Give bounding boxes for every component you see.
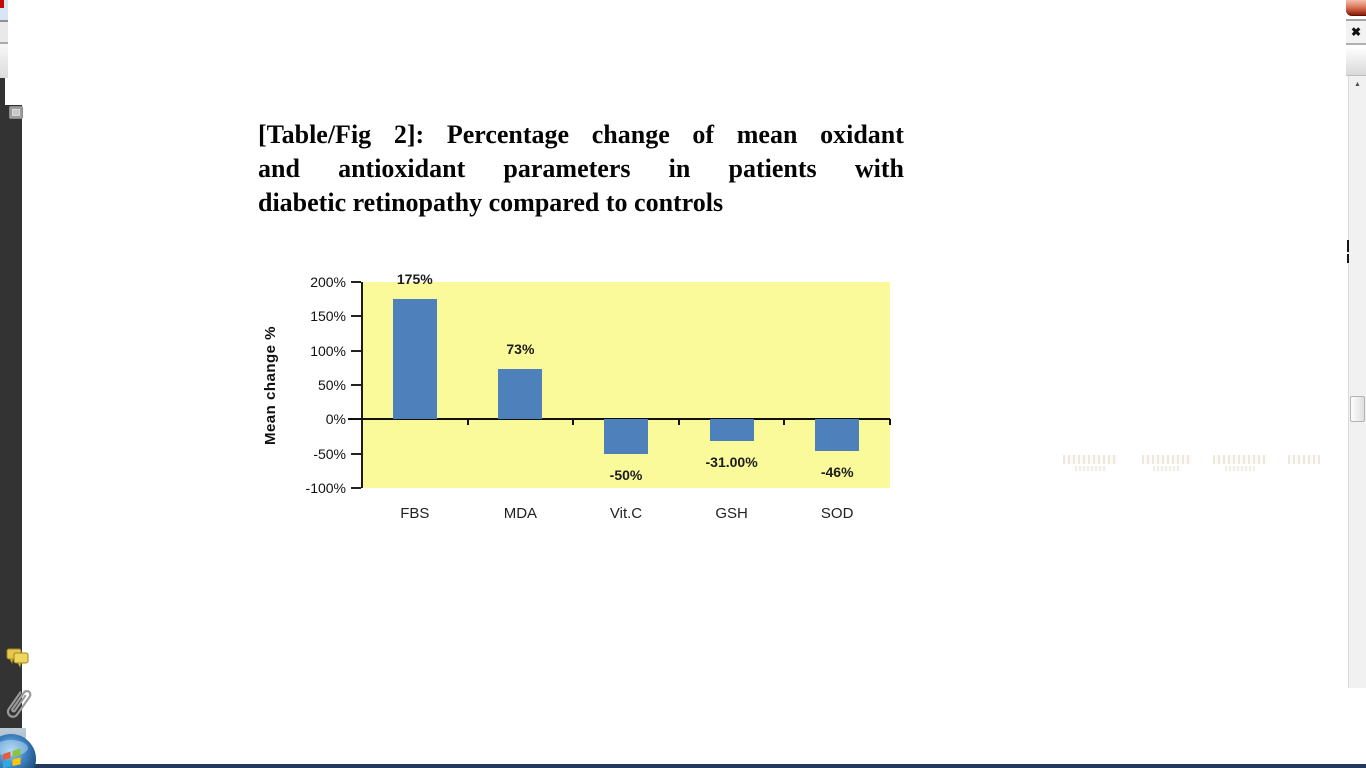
close-icon: ✖ <box>1350 25 1362 39</box>
x-axis-label: GSH <box>715 505 748 522</box>
y-tick-label: 150% <box>310 308 346 325</box>
bar-value-label: -31.00% <box>705 453 758 470</box>
sidebar <box>0 105 32 728</box>
bar <box>498 369 543 420</box>
close-pane-button[interactable]: ✖ <box>1346 19 1366 45</box>
titlebar-red-fragment <box>0 0 4 8</box>
y-tick-mark <box>351 315 361 318</box>
y-tick-label: 100% <box>310 342 346 359</box>
axis-tick <box>572 419 575 426</box>
y-tick-mark <box>351 281 361 283</box>
start-button[interactable] <box>0 732 38 768</box>
bar-value-label: -50% <box>609 466 643 483</box>
ghost-text-artifact <box>1063 455 1118 475</box>
caption-line-2: and antioxidant parameters in patients with <box>258 154 904 183</box>
axis-tick <box>466 419 469 426</box>
bar <box>815 419 860 451</box>
figure-caption: [Table/Fig 2]: Percentage change of mean oxida… <box>258 118 904 220</box>
scroll-up-button[interactable]: ▲ <box>1349 76 1366 93</box>
plot-area <box>362 282 890 488</box>
bar <box>709 419 754 441</box>
y-axis-line <box>361 282 363 488</box>
caption-line-1: [Table/Fig 2]: Percentage change of mean oxida… <box>258 120 904 149</box>
bar-value-label: 175% <box>396 271 433 288</box>
y-tick-label: 0% <box>325 411 346 428</box>
ghost-text-artifact <box>1142 455 1192 475</box>
divider <box>0 42 8 44</box>
y-tick-label: 50% <box>317 377 346 393</box>
y-tick-label: -100% <box>305 480 346 496</box>
caption-line-3: diabetic retinopathy compared to control… <box>258 188 724 217</box>
bar-value-label: -46% <box>820 463 854 480</box>
scrollbar[interactable]: ▲ <box>1348 76 1366 688</box>
paperclip-icon[interactable] <box>2 685 32 727</box>
scrollbar-header-panel <box>1346 47 1366 76</box>
y-tick-mark <box>351 487 361 489</box>
x-axis-label: FBS <box>400 505 430 522</box>
scrollbar-thumb[interactable] <box>1350 396 1365 422</box>
ghost-text-artifact <box>1213 455 1267 475</box>
y-tick-label: 200% <box>310 274 346 290</box>
bar <box>604 419 648 454</box>
screen-bottom-edge <box>0 764 1366 768</box>
titlebar-fragment <box>0 0 8 20</box>
scroll-up-icon: ▲ <box>1354 81 1361 88</box>
y-tick-mark <box>351 384 361 386</box>
toolbar-fragment <box>0 22 8 42</box>
divider <box>0 20 8 22</box>
y-tick-label: -50% <box>313 445 346 462</box>
x-axis-label: Vit.C <box>609 505 643 522</box>
toolbar-fragment <box>0 44 8 78</box>
clipped-content-mark <box>1347 254 1349 263</box>
y-tick-mark <box>351 349 361 352</box>
x-axis-label: SOD <box>820 505 854 522</box>
ghost-text-artifact <box>1288 455 1320 475</box>
window-edge-fragments <box>0 0 8 106</box>
axis-tick <box>677 419 680 426</box>
comments-icon[interactable] <box>6 648 30 670</box>
x-axis-label: MDA <box>503 505 538 522</box>
pages-panel-icon[interactable] <box>9 106 23 119</box>
axis-tick <box>889 419 891 426</box>
bar <box>392 299 437 420</box>
axis-tick <box>783 419 786 426</box>
bar-value-label: 73% <box>506 341 535 358</box>
windows-flag-icon <box>3 748 21 768</box>
clipped-content-mark <box>1347 240 1349 252</box>
y-tick-mark <box>351 452 361 455</box>
bar-chart: Mean change % 200% 150% 100% 50% 0% -50% -100%… <box>258 262 906 534</box>
close-button-fragment[interactable] <box>1346 0 1366 16</box>
sidebar-top-strip <box>0 78 5 106</box>
